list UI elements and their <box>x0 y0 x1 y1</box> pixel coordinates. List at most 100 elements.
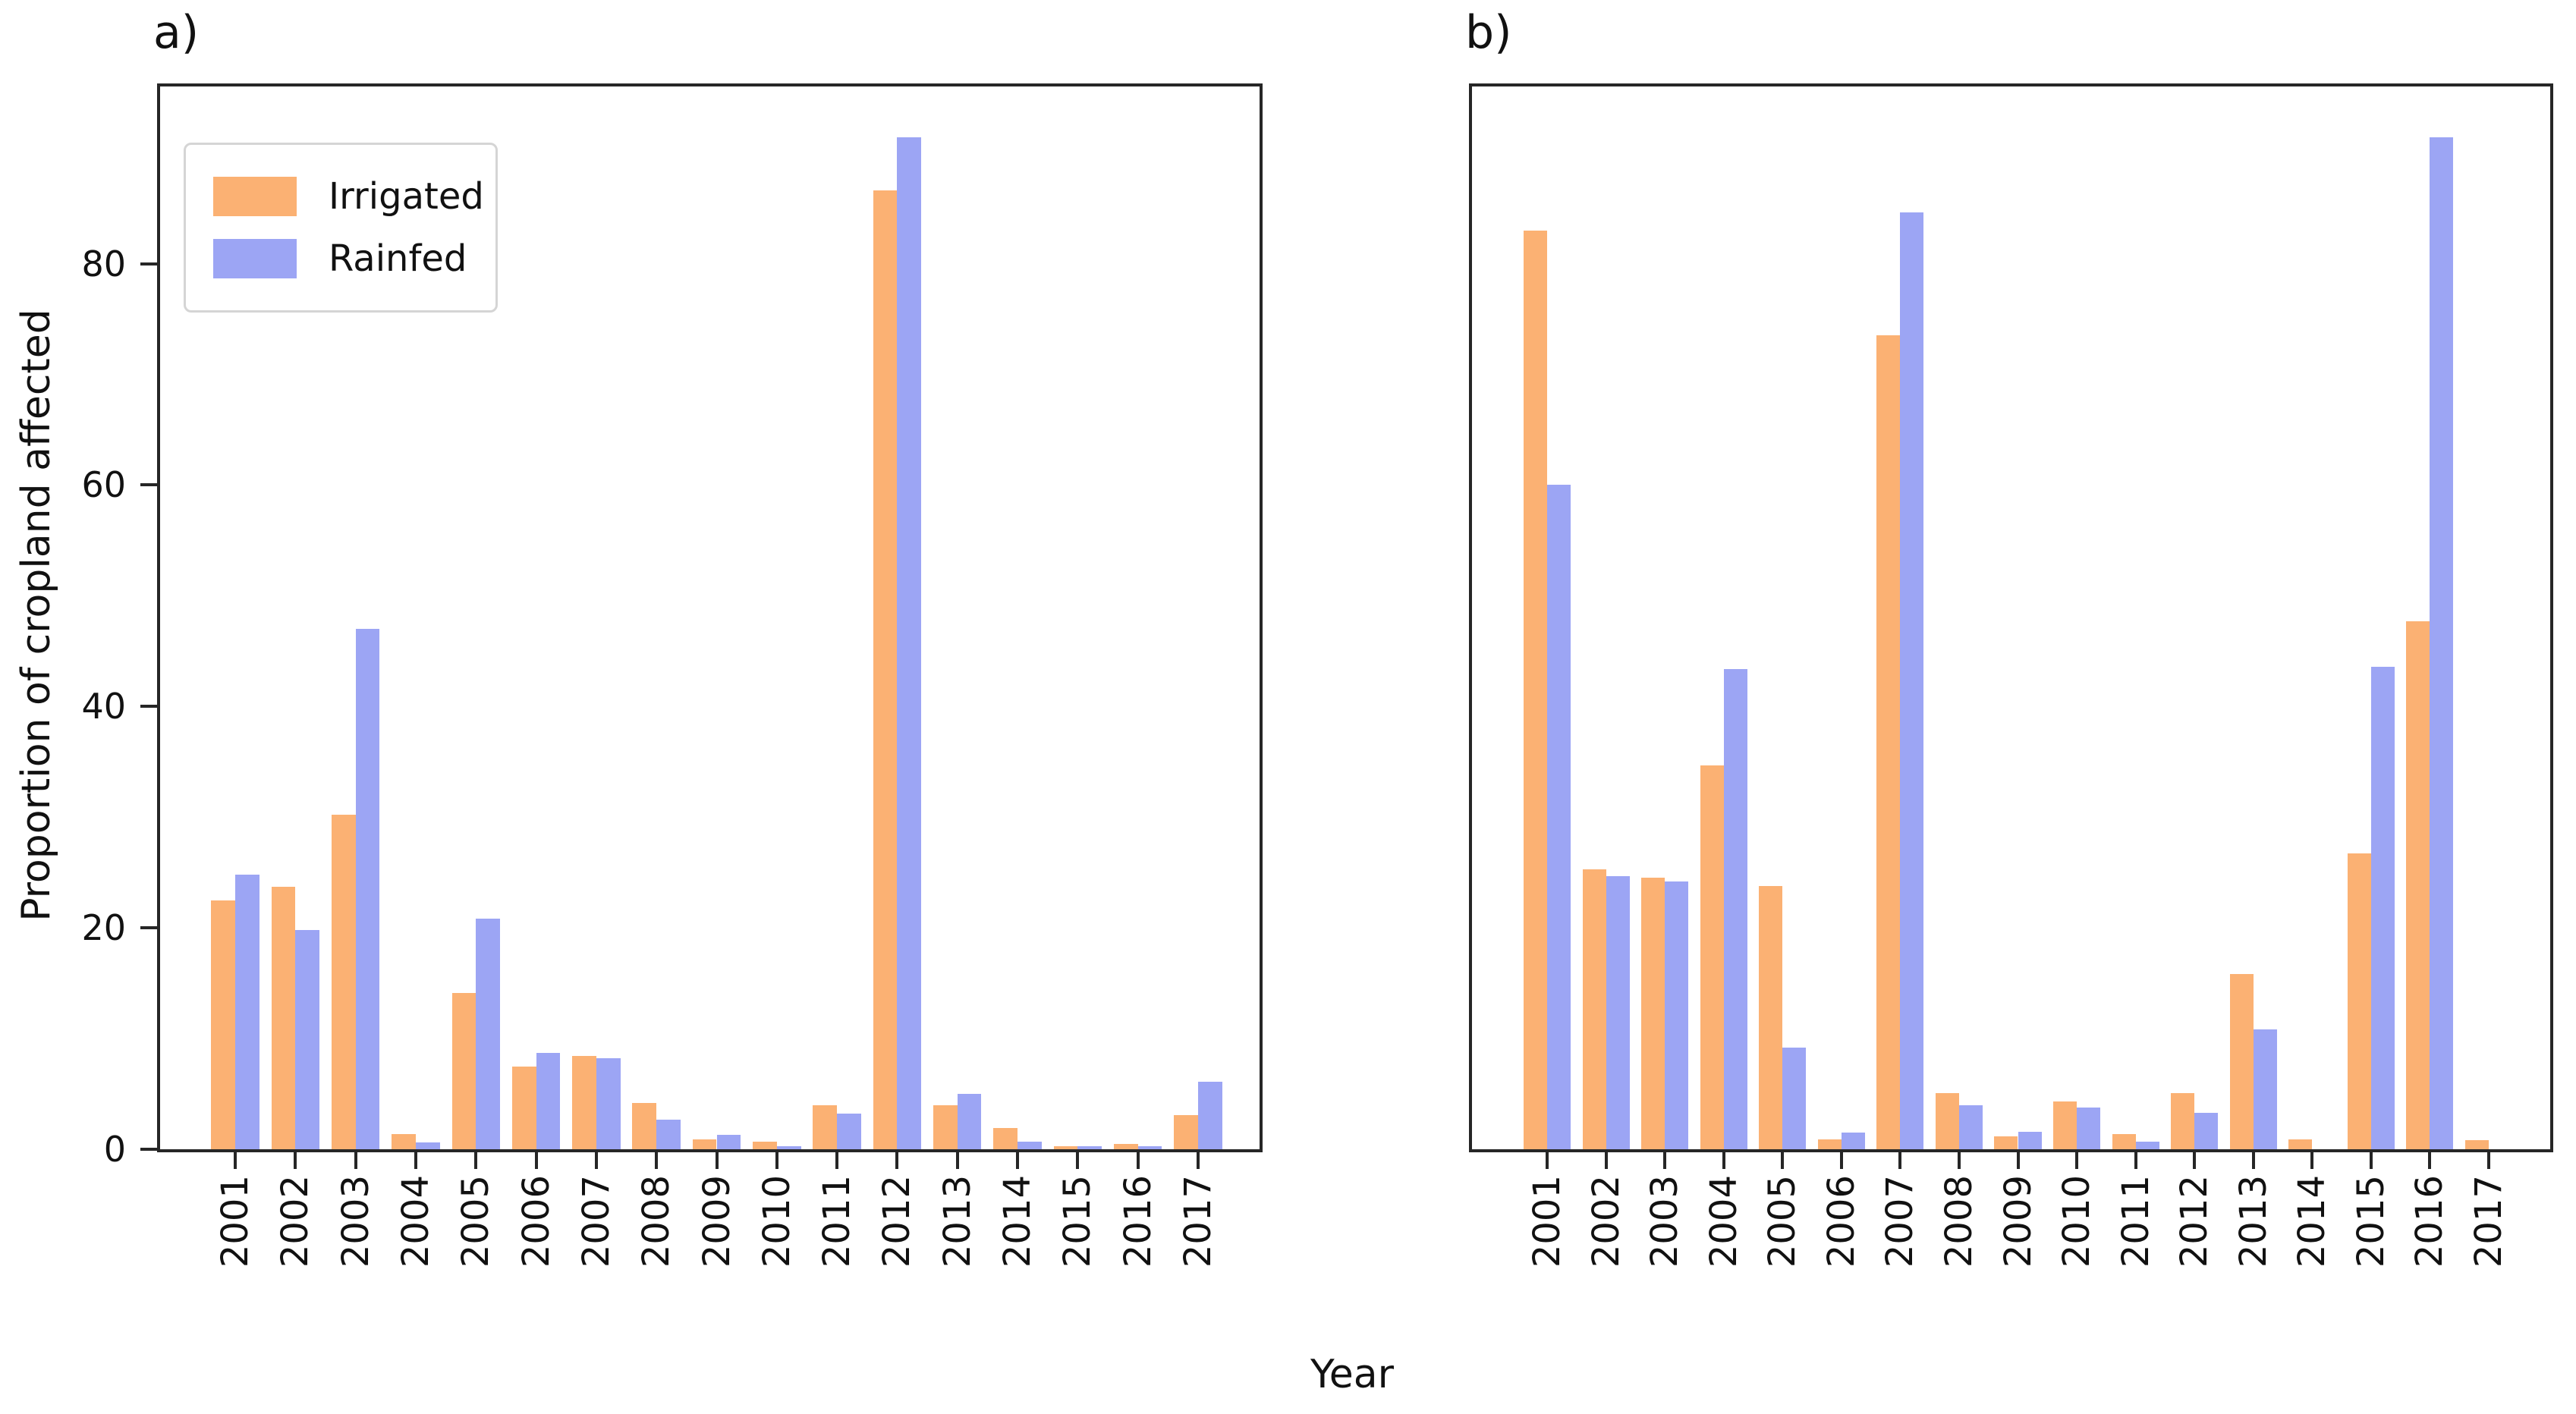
x-tick-label-2014: 2014 <box>996 1175 1040 1268</box>
bar-rainfed-2003 <box>1665 881 1689 1149</box>
x-tick-label-2013: 2013 <box>936 1175 979 1268</box>
bar-irrigated-2015 <box>1053 1145 1078 1149</box>
y-tick-label-20: 20 <box>81 907 126 949</box>
x-tick-label-2012: 2012 <box>876 1175 919 1268</box>
legend-item-irrigated: Irrigated <box>213 175 495 218</box>
x-tick-label-2001: 2001 <box>214 1175 256 1268</box>
bar-rainfed-2006 <box>536 1053 561 1149</box>
bar-rainfed-2014 <box>1018 1141 1042 1149</box>
x-tick-label-2012: 2012 <box>2173 1175 2216 1268</box>
x-tick-2005 <box>474 1152 478 1169</box>
x-tick-label-2006: 2006 <box>514 1175 558 1268</box>
x-tick-2011 <box>2134 1152 2137 1169</box>
bar-rainfed-2007 <box>596 1058 621 1149</box>
bar-rainfed-2010 <box>776 1145 801 1149</box>
bar-irrigated-2008 <box>1935 1092 1959 1149</box>
bar-irrigated-2009 <box>1994 1136 2018 1149</box>
bar-irrigated-2017 <box>1174 1114 1198 1149</box>
x-tick-2011 <box>835 1152 839 1169</box>
bar-irrigated-2003 <box>1641 878 1665 1149</box>
x-tick-2015 <box>2369 1152 2373 1169</box>
bar-rainfed-2001 <box>1547 485 1571 1149</box>
x-tick-label-2010: 2010 <box>755 1175 798 1268</box>
legend-label-irrigated: Irrigated <box>329 175 484 218</box>
bar-rainfed-2008 <box>1958 1104 1983 1149</box>
y-tick-60 <box>140 483 157 487</box>
x-tick-2014 <box>1016 1152 1020 1169</box>
bar-irrigated-2014 <box>993 1128 1018 1149</box>
x-tick-label-2007: 2007 <box>1879 1175 1922 1268</box>
x-tick-2016 <box>1136 1152 1140 1169</box>
bar-irrigated-2002 <box>271 887 296 1149</box>
x-tick-2017 <box>1197 1152 1200 1169</box>
bar-irrigated-2012 <box>2171 1092 2195 1149</box>
x-tick-label-2015: 2015 <box>1056 1175 1099 1268</box>
x-tick-2006 <box>1839 1152 1843 1169</box>
bar-irrigated-2008 <box>632 1102 657 1149</box>
x-tick-label-2009: 2009 <box>695 1175 738 1268</box>
bar-rainfed-2016 <box>1137 1145 1162 1149</box>
y-axis-label: Proportion of cropland affected <box>13 308 59 922</box>
x-tick-2007 <box>594 1152 598 1169</box>
bar-irrigated-2010 <box>753 1141 777 1149</box>
bar-irrigated-2013 <box>2229 974 2254 1149</box>
panel-b-letter: b) <box>1465 6 1512 59</box>
x-tick-2016 <box>2428 1152 2432 1169</box>
bar-rainfed-2001 <box>235 875 259 1149</box>
bar-rainfed-2010 <box>2077 1107 2101 1149</box>
bar-rainfed-2005 <box>1782 1047 1807 1149</box>
x-axis-label: Year <box>1310 1352 1395 1397</box>
x-tick-label-2007: 2007 <box>574 1175 618 1268</box>
y-tick-label-60: 60 <box>81 464 126 506</box>
bar-rainfed-2005 <box>476 919 500 1149</box>
x-tick-label-2011: 2011 <box>816 1175 859 1268</box>
bar-irrigated-2012 <box>873 190 898 1149</box>
bar-irrigated-2007 <box>1876 335 1901 1149</box>
bar-rainfed-2002 <box>1606 875 1630 1149</box>
x-tick-label-2013: 2013 <box>2232 1175 2275 1268</box>
x-tick-2003 <box>1663 1152 1667 1169</box>
x-tick-label-2008: 2008 <box>1937 1175 1980 1268</box>
bar-irrigated-2006 <box>511 1066 536 1149</box>
bar-rainfed-2012 <box>897 137 922 1149</box>
bar-irrigated-2003 <box>331 815 356 1149</box>
x-tick-2012 <box>895 1152 899 1169</box>
bar-irrigated-2004 <box>392 1133 416 1149</box>
bar-rainfed-2007 <box>1900 212 1924 1149</box>
bar-irrigated-2005 <box>1759 885 1783 1149</box>
x-tick-2010 <box>2075 1152 2079 1169</box>
bar-irrigated-2017 <box>2464 1140 2489 1149</box>
bar-rainfed-2004 <box>1723 668 1747 1149</box>
x-tick-2003 <box>354 1152 357 1169</box>
x-tick-2007 <box>1898 1152 1902 1169</box>
bar-rainfed-2013 <box>957 1094 982 1149</box>
bar-rainfed-2016 <box>2430 137 2454 1149</box>
x-tick-2002 <box>294 1152 297 1169</box>
bar-rainfed-2015 <box>2370 666 2395 1149</box>
x-tick-2004 <box>1722 1152 1725 1169</box>
x-tick-2008 <box>655 1152 659 1169</box>
x-tick-label-2008: 2008 <box>635 1175 678 1268</box>
x-tick-2015 <box>1076 1152 1080 1169</box>
x-tick-2002 <box>1604 1152 1608 1169</box>
bar-rainfed-2011 <box>2135 1141 2159 1149</box>
x-tick-label-2001: 2001 <box>1526 1175 1568 1268</box>
y-tick-label-40: 40 <box>81 686 126 727</box>
bar-irrigated-2016 <box>1113 1143 1138 1149</box>
y-tick-label-80: 80 <box>81 243 126 284</box>
y-tick-80 <box>140 262 157 266</box>
bar-rainfed-2015 <box>1077 1145 1102 1149</box>
x-tick-label-2017: 2017 <box>2467 1175 2510 1268</box>
bar-irrigated-2011 <box>2112 1133 2136 1149</box>
x-tick-2006 <box>534 1152 538 1169</box>
bar-rainfed-2008 <box>656 1119 681 1149</box>
bar-rainfed-2012 <box>2194 1112 2219 1149</box>
x-tick-label-2016: 2016 <box>2408 1175 2452 1268</box>
x-tick-2017 <box>2487 1152 2490 1169</box>
rainfed-swatch <box>213 239 297 278</box>
bar-irrigated-2004 <box>1700 765 1724 1149</box>
bar-irrigated-2002 <box>1582 869 1606 1149</box>
bar-irrigated-2010 <box>2053 1101 2077 1149</box>
panel-b-axes: 2001 2002 2003 2004 2005 2006 2007 2008 2009 2010… <box>1469 83 2553 1268</box>
